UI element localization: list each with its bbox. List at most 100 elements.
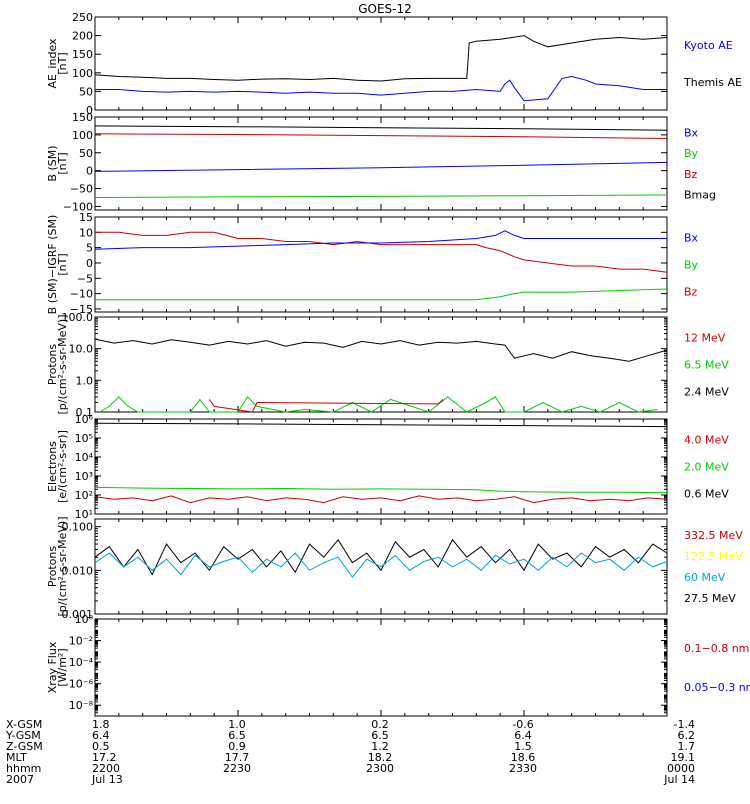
y-tick-label: 10.0 [69, 343, 94, 356]
y-axis-label: [W/m²] [56, 648, 69, 686]
series-line-0-6-mev [94, 422, 668, 428]
series-line-bx [94, 161, 668, 172]
panel-frame [94, 316, 668, 413]
ephemeris-row-label: X-GSM [6, 718, 42, 731]
y-tick-label: 5 [86, 242, 93, 255]
ephemeris-value: 1.0 [228, 718, 246, 731]
y-tick-label: 250 [72, 11, 93, 24]
y-tick-label: 10⁻⁶ [69, 678, 94, 691]
series-line-2-4-mev [94, 338, 668, 362]
legend-entry: 2.4 MeV [684, 386, 729, 399]
series-line-27-5-mev [94, 538, 668, 576]
y-tick-label: 10⁶ [75, 413, 94, 426]
legend-entry: Bz [684, 168, 698, 181]
y-tick-label: 50 [79, 85, 93, 98]
legend-entry: 60 MeV [684, 571, 726, 584]
ephemeris-value: 6.2 [678, 729, 696, 742]
panel-6: 0.001 0.010 0.100Protons[p/(cm²-s-sr-MeV)]… [46, 517, 743, 622]
ephemeris-value: 0.5 [92, 740, 110, 753]
ephemeris-value: 18.6 [511, 751, 536, 764]
legend-entry: 6.5 MeV [684, 359, 729, 372]
series-line-bmag [94, 125, 668, 131]
ephemeris-value: 2230 [223, 762, 251, 775]
y-tick-label: 10² [75, 489, 93, 502]
legend-entry: 2.0 MeV [684, 461, 729, 474]
y-tick-label: 10⁻⁴ [69, 656, 94, 669]
legend-entry: 27.5 MeV [684, 592, 736, 605]
ephemeris-value: 6.4 [514, 729, 532, 742]
ephemeris-value: 0.9 [228, 740, 246, 753]
legend-entry: By [684, 259, 699, 272]
y-tick-label: 0.010 [62, 564, 94, 577]
y-tick-label: 15 [79, 211, 93, 224]
ephemeris-row-label: Y-GSM [5, 729, 41, 742]
series-line-by [94, 194, 668, 198]
ephemeris-value: 17.2 [92, 751, 117, 764]
panel-2: −100 −50 0 50 100 150 B (SM)[nT] Bx By Bz Bmag [46, 111, 716, 213]
ephemeris-value: 18.2 [368, 751, 393, 764]
y-axis-label: [nT] [56, 253, 69, 275]
y-tick-label: 50 [79, 147, 93, 160]
series-line-bz [94, 133, 668, 139]
ephemeris-value: 2300 [366, 762, 394, 775]
y-tick-label: 10⁰ [75, 613, 94, 626]
series-line-by [95, 288, 668, 301]
series-line-6-5-mev [99, 396, 658, 413]
y-tick-label: −100 [63, 200, 93, 213]
ephemeris-value: 0.2 [371, 718, 389, 731]
y-axis-label: [nT] [56, 152, 69, 174]
ephemeris-value: 2330 [509, 762, 537, 775]
legend-entry: 0.1−0.8 nm [684, 642, 749, 655]
legend-entry: 12 MeV [684, 331, 726, 344]
y-tick-label: 10⁵ [75, 432, 93, 445]
y-tick-label: 150 [72, 48, 93, 61]
legend-entry: Bmag [684, 189, 716, 202]
y-axis-label: [nT] [56, 52, 69, 74]
y-tick-label: 0 [86, 104, 93, 117]
series-line-themis-ae [94, 35, 668, 82]
y-tick-label: 10³ [75, 470, 93, 483]
panel-5: 10¹ 10² 10³ 10⁴ 10⁵ 10⁶ Electrons[e/(cm²-s-sr)… [46, 413, 729, 521]
y-tick-label: 10¹ [75, 508, 93, 521]
legend-entry: Themis AE [683, 76, 742, 89]
y-axis-label: Electrons [46, 441, 59, 492]
panel-frame [94, 618, 668, 717]
y-tick-label: 0.1 [76, 406, 94, 419]
y-tick-label: −15 [70, 303, 93, 316]
y-tick-label: 10 [79, 226, 93, 239]
y-tick-label: 100 [72, 67, 93, 80]
series-line-bz [95, 231, 668, 273]
series-line-2-0-mev [94, 486, 668, 494]
y-axis-label: Protons [46, 546, 59, 587]
series-line-12-mev [208, 399, 444, 413]
y-tick-label: 100.0 [62, 311, 94, 324]
y-axis-label: AE_index [46, 38, 59, 89]
legend-entry: By [684, 147, 699, 160]
y-tick-label: 1.0 [76, 374, 94, 387]
legend-entry: Kyoto AE [684, 39, 733, 52]
ephemeris-value: 6.4 [92, 729, 110, 742]
legend-entry: 4.0 MeV [684, 433, 729, 446]
legend-entry: Bz [684, 286, 698, 299]
ephemeris-value: 6.5 [228, 729, 246, 742]
legend-entry: 332.5 MeV [684, 529, 743, 542]
series-line-4-0-mev [94, 495, 668, 504]
ephemeris-value: 1.5 [514, 740, 532, 753]
ephemeris-value: 6.5 [371, 729, 389, 742]
y-axis-label: [e/(cm²-s-sr)] [56, 430, 69, 503]
y-tick-label: −5 [77, 272, 93, 285]
ephemeris-row-label: 2007 [6, 773, 34, 786]
ephemeris-value: 1.2 [371, 740, 389, 753]
chart-title: GOES-12 [358, 2, 412, 16]
legend-entry: Bx [684, 127, 699, 140]
ephemeris-value: 0000 [667, 762, 695, 775]
y-tick-label: 10⁴ [75, 451, 94, 464]
y-axis-label: Xray Flux [46, 641, 59, 693]
ephemeris-row-label: Z-GSM [6, 740, 43, 753]
y-tick-label: 0 [86, 165, 93, 178]
ephemeris-row-label: hhmm [6, 762, 41, 775]
ephemeris-value: 1.7 [678, 740, 696, 753]
y-axis-label: B (SM) [46, 145, 59, 181]
y-tick-label: 100 [72, 129, 93, 142]
